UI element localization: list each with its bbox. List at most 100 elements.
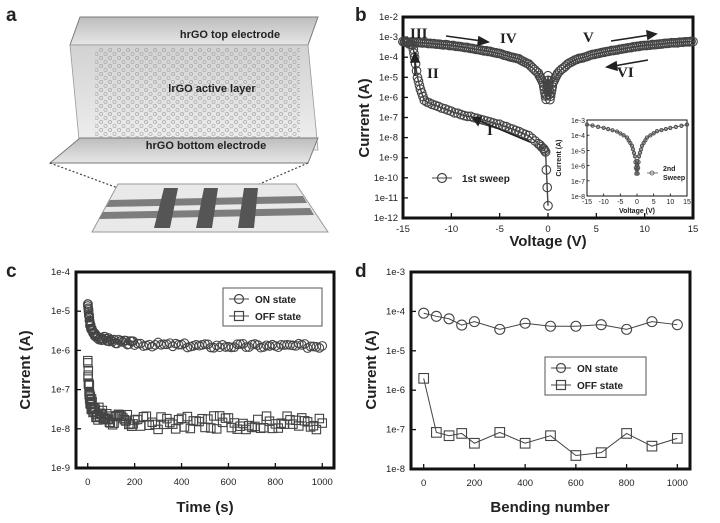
y-axis-label-d: Current (A) xyxy=(363,330,380,409)
second-sweep-point xyxy=(651,131,656,136)
retention-off-point xyxy=(244,420,254,431)
arrow-IV xyxy=(445,35,483,42)
bending-off-point xyxy=(671,432,683,444)
y-tick-label: 1e-5 xyxy=(386,346,405,357)
y-tick-label: 1e-8 xyxy=(571,194,585,201)
inset-legend-line1: 2nd xyxy=(663,166,675,173)
retention-off-point xyxy=(211,424,222,434)
bending-on-point xyxy=(595,319,607,331)
first-sweep-off-point xyxy=(533,138,544,149)
bending-off-point xyxy=(545,430,556,442)
first-sweep-off-point xyxy=(536,141,547,152)
retention-on-point xyxy=(159,339,169,350)
y-tick-label: 1e-4 xyxy=(51,267,70,278)
inset-y-label: Current (A) xyxy=(556,140,563,177)
sweep-label-IV: IV xyxy=(500,31,517,47)
x-tick-label: -10 xyxy=(444,224,458,235)
second-sweep-point xyxy=(648,133,653,138)
y-tick-label: 1e-3 xyxy=(379,32,398,43)
second-sweep-point xyxy=(636,159,641,165)
legend-marker-on-c xyxy=(233,293,245,305)
second-sweep-point xyxy=(601,125,606,131)
retention-on-point xyxy=(232,339,243,350)
panel-label-c: c xyxy=(6,261,17,282)
retention-on-point xyxy=(314,343,325,353)
y-tick-label: 1e-5 xyxy=(571,148,585,155)
retention-off-point xyxy=(209,411,219,421)
x-tick-label: 0 xyxy=(635,199,639,206)
x-tick-label: 0 xyxy=(85,477,90,488)
y-axis-label-c: Current (A) xyxy=(17,330,34,409)
sweep-label-III: III xyxy=(410,26,428,42)
x-axis-label-b: Voltage (V) xyxy=(509,233,586,250)
retention-on-point xyxy=(226,342,237,353)
y-tick-label: 1e-10 xyxy=(374,173,398,184)
x-tick-label: 400 xyxy=(517,478,533,489)
bending-on-point xyxy=(519,317,531,329)
first-sweep-off-point xyxy=(413,76,424,86)
retention-on-point xyxy=(235,339,246,349)
bending-on-point xyxy=(671,319,683,331)
y-tick-label: 1e-8 xyxy=(379,133,398,144)
x-tick-label: 1000 xyxy=(667,478,688,489)
legend-b: 1st sweep xyxy=(432,172,510,185)
second-sweep-point xyxy=(663,126,669,132)
inset-frame xyxy=(586,119,688,197)
bending-off-point xyxy=(443,430,455,442)
y-tick-label: 1e-4 xyxy=(571,133,585,140)
x-tick-label: 10 xyxy=(666,199,674,206)
legend-label-off-c: OFF state xyxy=(255,312,302,323)
y-tick-label: 1e-4 xyxy=(379,52,398,63)
inset-legend: 2nd Sweep xyxy=(647,166,685,182)
x-tick-label: 10 xyxy=(639,224,650,235)
bending-on-point xyxy=(646,316,658,328)
retention-off-point xyxy=(311,424,322,435)
second-sweep-point xyxy=(614,129,620,134)
second-sweep-point xyxy=(632,154,638,159)
y-axis-label-b: Current (A) xyxy=(356,78,373,157)
bending-on-point xyxy=(544,320,557,332)
second-sweep-point xyxy=(590,123,595,128)
retention-off-point xyxy=(223,413,234,423)
retention-chart: c 0 200 400 600 800 1000 1e-9 1e-8 1e-7 1e-6 1e-5 1… xyxy=(6,261,336,516)
bending-off-point xyxy=(456,428,468,439)
first-sweep-off-point xyxy=(530,136,540,146)
x-tick-label: 600 xyxy=(221,477,237,488)
arrow-V xyxy=(610,34,651,42)
arrow-I xyxy=(479,120,531,143)
bending-on-point xyxy=(430,310,442,322)
y-tick-label: 1e-6 xyxy=(51,345,70,356)
x-tick-label: 0 xyxy=(545,224,550,235)
first-sweep-off-point xyxy=(542,182,553,193)
panel-label-d: d xyxy=(355,261,367,282)
bending-off-point xyxy=(646,440,658,452)
first-sweep-off-point xyxy=(427,99,437,110)
x-tick-label: -15 xyxy=(396,224,410,235)
inset-legend-line2: Sweep xyxy=(663,175,685,182)
retention-on-point xyxy=(244,342,254,352)
inset-x-label: Voltage (V) xyxy=(619,208,655,215)
second-sweep-point xyxy=(679,123,684,128)
second-sweep-point xyxy=(605,126,611,132)
bending-off-point xyxy=(494,427,506,438)
retention-on-point xyxy=(273,342,284,353)
second-sweep-point xyxy=(684,122,690,127)
bending-on-point xyxy=(443,313,455,325)
second-sweep-point xyxy=(644,135,650,140)
x-tick-label: 600 xyxy=(568,478,584,489)
zoom-line-left xyxy=(49,162,119,189)
retention-on-point xyxy=(229,342,240,352)
legend-label-1st-sweep: 1st sweep xyxy=(462,174,510,185)
legend-marker-1st-sweep xyxy=(436,172,448,184)
first-sweep-off-point xyxy=(501,121,511,132)
x-tick-label: -15 xyxy=(582,199,592,206)
y-tick-label: 1e-12 xyxy=(374,213,398,224)
y-tick-label: 1e-6 xyxy=(571,164,585,171)
first-sweep-on-point xyxy=(545,94,555,105)
crossbar-electrodes xyxy=(99,188,314,228)
second-sweep-point xyxy=(584,122,590,127)
second-sweep-point xyxy=(668,125,673,131)
bending-on-point xyxy=(456,319,468,331)
retention-off-point xyxy=(206,423,216,433)
